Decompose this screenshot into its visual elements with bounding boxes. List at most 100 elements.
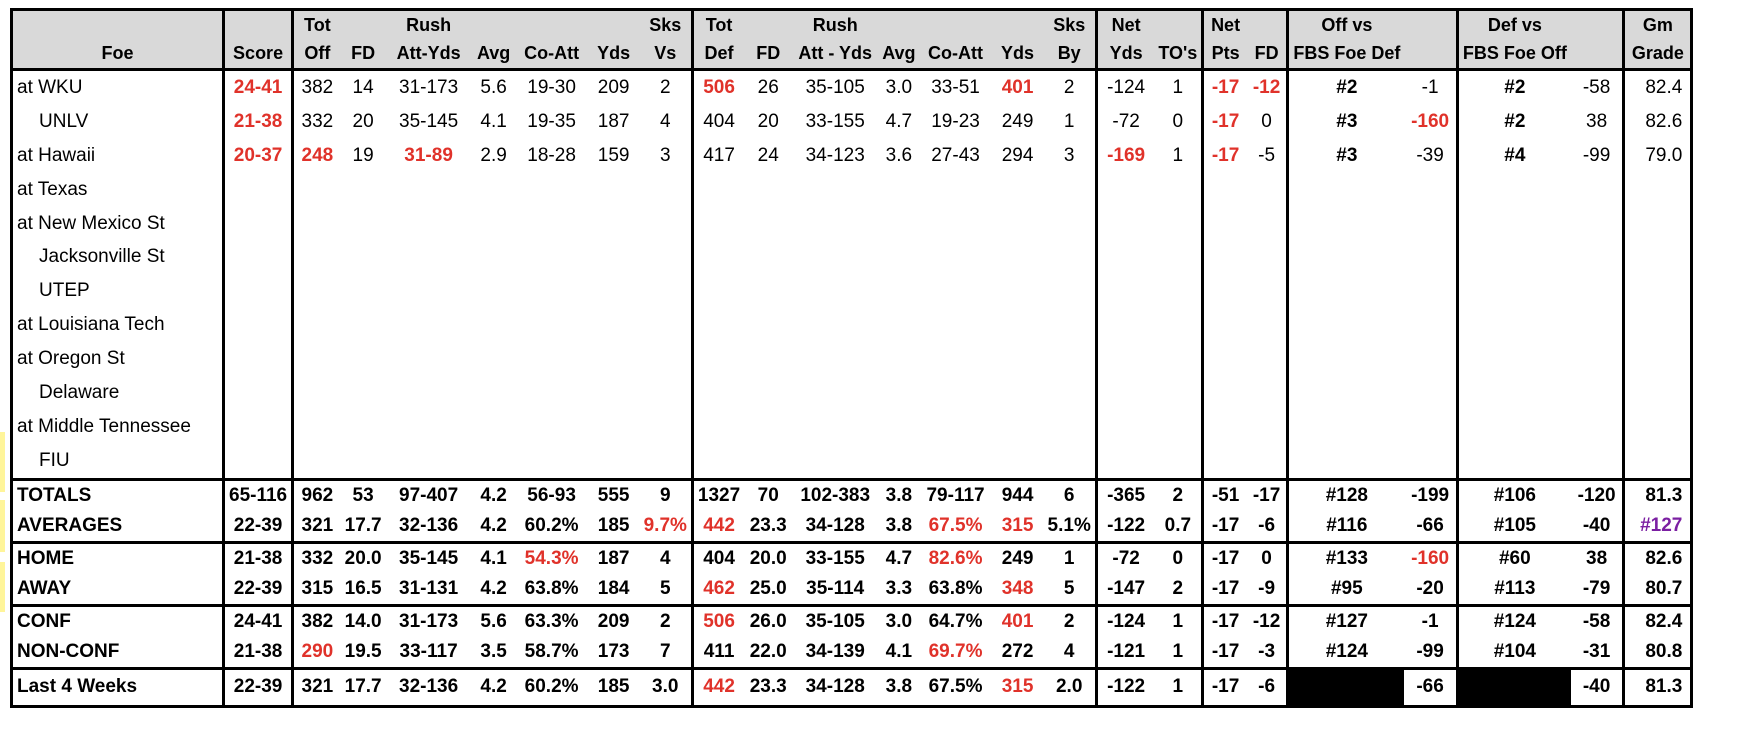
sacks-vs-cell: 5 [659, 577, 671, 599]
rush-avg-cell [472, 240, 516, 274]
pass-yds-cell [588, 173, 640, 207]
header-def-rush-att-yds: Att - Yds [792, 39, 879, 70]
game-row: Jacksonville St [12, 240, 1692, 275]
sacks-vs-cell: 9.7% [643, 514, 687, 536]
def-fd-cell [744, 342, 792, 376]
def-foe-off-cell: -58 [1582, 76, 1611, 98]
tot-def-cell: 442 [690, 510, 745, 543]
pass-co-att-cell: 54.3% [524, 547, 579, 569]
def-foe-off-cell [1571, 410, 1624, 444]
def-rush-avg-cell: 4.1 [885, 640, 913, 662]
def-rush-att-yds-cell: 34-123 [805, 144, 865, 166]
tot-off-cell: 332 [291, 104, 341, 139]
header-foe: Foe [11, 39, 224, 70]
net-pts-cell [1201, 443, 1247, 480]
def-co-att-cell: 67.5% [928, 514, 983, 536]
pass-co-att-cell [516, 342, 588, 376]
gm-grade-cell: 81.3 [1622, 668, 1692, 707]
score-cell [221, 342, 293, 377]
tot-def-cell: 506 [690, 605, 745, 637]
tot-def-cell [690, 376, 745, 410]
def-rush-att-yds-cell [792, 342, 878, 376]
def-rush-avg-cell [878, 207, 919, 241]
def-fbs-rank-cell [1455, 409, 1571, 444]
net-pts-cell [1201, 172, 1247, 207]
header-score [221, 9, 293, 39]
def-fd-cell: 24 [757, 144, 779, 166]
off-fd-cell: 19 [352, 144, 374, 166]
off-foe-def-cell: -39 [1416, 144, 1444, 166]
net-fd-cell [1247, 376, 1288, 410]
def-co-att-cell: 19-23 [931, 110, 980, 132]
gm-grade-cell [1622, 240, 1692, 275]
off-foe-def-cell [1404, 207, 1457, 241]
gm-grade-cell: 82.4 [1622, 69, 1692, 105]
net-tos-cell [1154, 376, 1202, 410]
net-pts-cell [1201, 206, 1247, 241]
def-rush-avg-cell: 3.8 [885, 514, 913, 536]
sacks-by-cell [1044, 342, 1097, 376]
def-fbs-rank-cell [1455, 376, 1571, 410]
game-row: at New Mexico St [12, 206, 1692, 241]
net-fd-cell [1247, 207, 1288, 241]
header-row: Foe Score Off FD Att-Yds Avg Co-Att Yds Vs Def FD A… [11, 39, 1692, 70]
net-tos-cell [1154, 207, 1202, 241]
net-yds-cell: -72 [1094, 104, 1155, 139]
header-pass-co-att [515, 9, 588, 39]
def-fbs-rank-cell: #106 [1455, 479, 1571, 511]
gm-grade-cell [1622, 274, 1692, 309]
off-foe-def-cell [1404, 376, 1457, 410]
off-foe-def-cell: -1 [1421, 76, 1439, 98]
pass-co-att-cell [516, 274, 588, 308]
def-fd-cell [744, 207, 792, 241]
net-tos-cell [1154, 410, 1202, 444]
def-rush-att-yds-cell [792, 274, 878, 308]
def-pass-yds-cell [992, 308, 1044, 342]
net-pts-cell: -17 [1201, 542, 1247, 574]
net-fd-cell: -9 [1258, 577, 1276, 599]
foe-name: at Oregon St [17, 348, 125, 370]
net-pts-cell [1201, 240, 1247, 275]
rush-att-yds-cell: 35-145 [399, 110, 459, 132]
def-pass-yds-cell: 315 [1001, 676, 1034, 698]
header-net-pts: Net [1201, 9, 1247, 39]
pass-yds-cell: 555 [597, 484, 630, 506]
foe-name: at Texas [17, 178, 88, 200]
gm-grade-cell [1622, 376, 1692, 410]
gm-grade-cell: 80.7 [1622, 573, 1692, 606]
sacks-vs-cell: 4 [659, 110, 671, 132]
def-pass-yds-cell [992, 240, 1044, 274]
rush-avg-cell [472, 274, 516, 308]
def-co-att-cell: 69.7% [928, 640, 983, 662]
header-row: Tot Rush Sks Tot Rush Sks Net Net Off vs Def vs Gm [11, 9, 1692, 39]
off-fd-cell: 16.5 [344, 577, 382, 599]
gm-grade-cell: 81.3 [1622, 479, 1692, 511]
off-fd-cell: 14 [352, 76, 374, 98]
header-tot-off: Off [291, 39, 341, 70]
game-row: at Hawaii 20-37 248 19 31-89 2.9 18-28 159 3 417 2… [12, 138, 1692, 173]
tot-off-cell [291, 240, 341, 275]
def-pass-yds-cell [992, 410, 1044, 444]
off-fd-cell: 17.7 [344, 514, 382, 536]
pass-yds-cell: 173 [597, 640, 630, 662]
foe-name: UTEP [39, 280, 90, 302]
pass-yds-cell: 209 [597, 610, 630, 632]
net-yds-cell [1094, 443, 1155, 480]
rush-att-yds-cell [386, 240, 472, 274]
header-off-foe-def [1404, 9, 1458, 39]
tot-off-cell: 382 [291, 605, 341, 637]
def-co-att-cell [920, 342, 992, 376]
net-pts-cell [1201, 409, 1247, 444]
def-pass-yds-cell: 249 [1001, 110, 1034, 132]
header-rush-att-yds: Att-Yds [385, 39, 472, 70]
gm-grade-cell: 82.4 [1622, 605, 1692, 637]
header-def-foe-off [1570, 9, 1624, 39]
rush-avg-cell: 3.5 [480, 640, 507, 662]
summary-label: AWAY [17, 577, 72, 599]
tot-def-cell: 462 [690, 573, 745, 606]
yellow-margin-marker [0, 562, 5, 612]
off-foe-def-cell [1404, 240, 1457, 274]
def-foe-off-cell: -79 [1582, 577, 1611, 599]
off-fbs-rank-cell [1286, 206, 1405, 241]
off-fd-cell [341, 410, 386, 444]
